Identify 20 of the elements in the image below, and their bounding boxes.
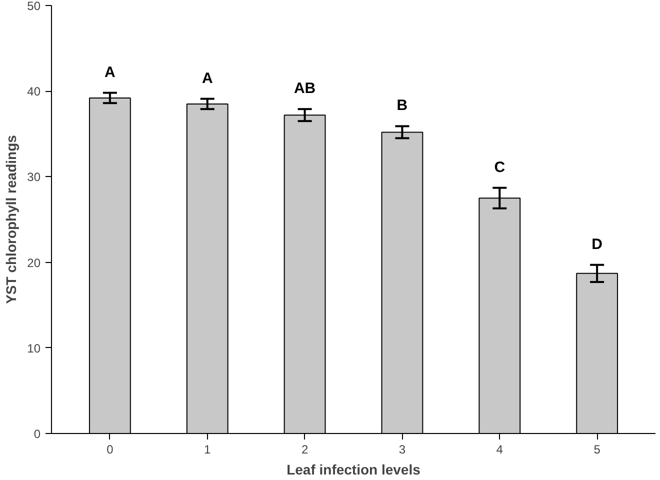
annotation: D (592, 236, 603, 253)
x-tick-label: 4 (496, 442, 504, 456)
y-tick-label: 30 (27, 170, 41, 184)
annotation: AB (294, 80, 316, 98)
annotation: B (396, 97, 408, 114)
annotation: A (104, 64, 116, 81)
x-tick-label: 0 (106, 442, 114, 456)
x-axis-title: Leaf infection levels (286, 462, 421, 478)
annotation: C (494, 158, 506, 176)
y-tick-label: 40 (27, 84, 41, 99)
y-tick-label: 20 (27, 256, 41, 270)
y-tick-label: 10 (27, 341, 41, 356)
annotation: A (202, 70, 213, 87)
x-tick-label: 1 (204, 442, 212, 456)
y-tick-label: 50 (27, 0, 41, 13)
y-axis-title: YST chlorophyll readings (3, 134, 20, 304)
x-tick-label: 3 (398, 442, 406, 456)
y-tick-label: 0 (34, 427, 41, 441)
x-tick-label: 2 (301, 442, 308, 456)
x-tick-label: 5 (594, 442, 601, 456)
